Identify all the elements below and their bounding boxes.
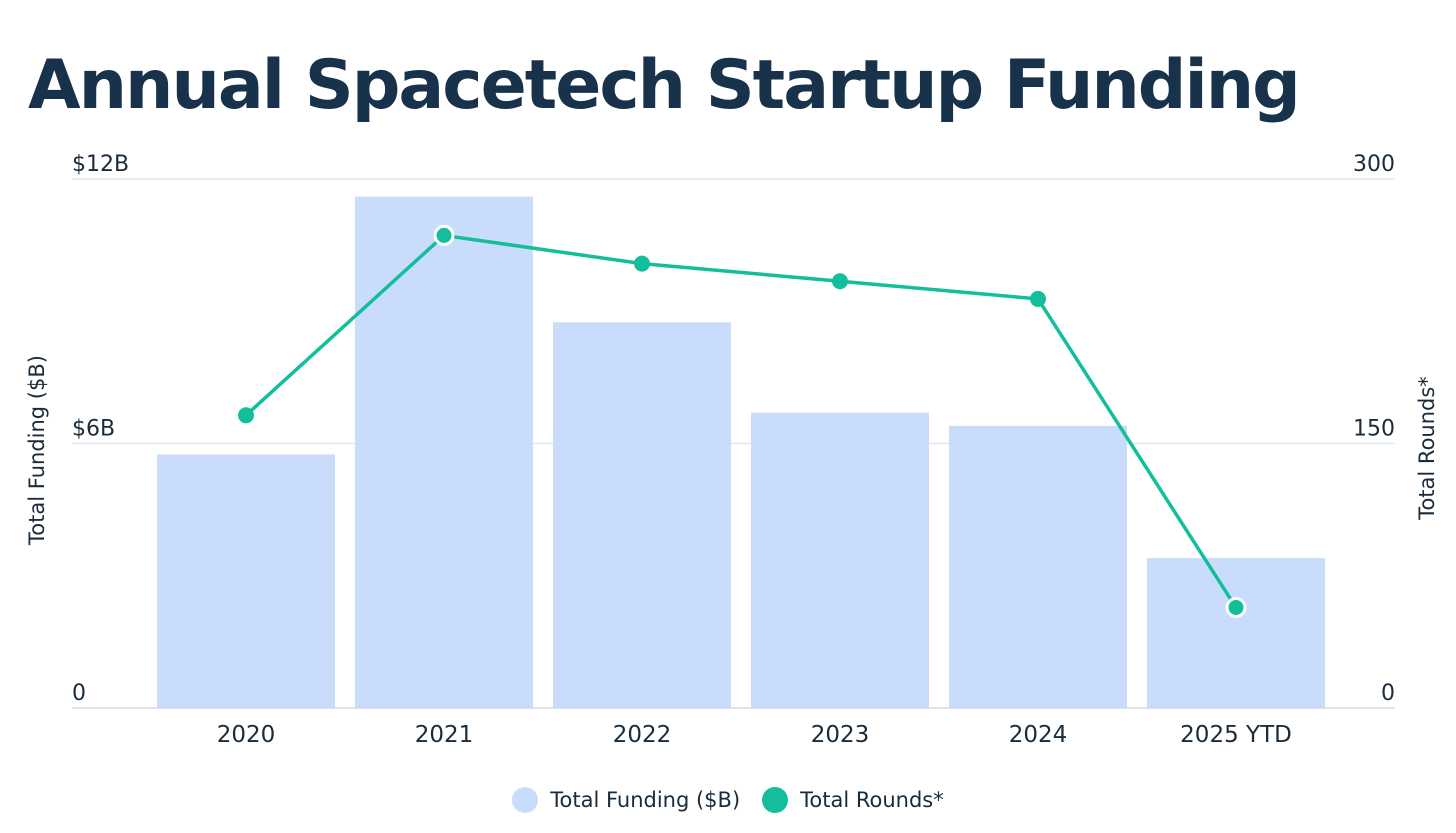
rounds-line — [238, 224, 1247, 618]
right-tick-label: 150 — [1353, 417, 1395, 442]
bar-2022 — [553, 322, 731, 708]
rounds-point-2021 — [433, 224, 455, 246]
category-label: 2021 — [415, 722, 474, 748]
left-tick-label: $6B — [72, 417, 115, 442]
rounds-point-2025-ytd — [1225, 596, 1247, 618]
left-axis-title: Total Funding ($B) — [25, 355, 49, 546]
rounds-point-2023 — [832, 273, 848, 290]
left-tick-label: 0 — [72, 681, 86, 706]
legend-label-funding: Total Funding ($B) — [550, 788, 741, 812]
funding-bars — [157, 196, 1325, 708]
rounds-point-2022 — [634, 255, 650, 272]
category-label: 2024 — [1009, 722, 1068, 748]
category-labels: 2020 2021 2022 2023 2024 2025 YTD — [217, 722, 1292, 748]
right-tick-label: 300 — [1353, 152, 1395, 177]
bar-2024 — [949, 425, 1127, 708]
legend-item-rounds[interactable]: Total Rounds* — [762, 787, 944, 813]
category-label: 2023 — [811, 722, 870, 748]
legend-label-rounds: Total Rounds* — [800, 788, 944, 812]
right-tick-label: 0 — [1381, 681, 1395, 706]
rounds-line-path — [244, 233, 1238, 609]
right-axis-ticks: 0 150 300 — [1353, 152, 1395, 706]
chart-title: Annual Spacetech Startup Funding — [28, 46, 1301, 125]
bar-2020 — [157, 454, 335, 708]
rounds-point-2020 — [238, 407, 254, 424]
legend-bar-swatch-icon — [512, 787, 539, 813]
left-tick-label: $12B — [72, 152, 129, 177]
left-axis-ticks: 0 $6B $12B — [72, 152, 129, 706]
category-label: 2020 — [217, 722, 276, 748]
bar-2023 — [751, 412, 929, 708]
legend-line-swatch-icon — [762, 787, 789, 813]
legend: Total Funding ($B) Total Rounds* — [0, 787, 1456, 813]
legend-item-funding[interactable]: Total Funding ($B) — [512, 787, 740, 813]
right-axis-title: Total Rounds* — [1415, 376, 1439, 521]
rounds-point-2024 — [1030, 290, 1046, 307]
category-label: 2022 — [613, 722, 672, 748]
bar-2021 — [355, 196, 533, 708]
category-label: 2025 YTD — [1180, 722, 1292, 748]
bar-2025-ytd — [1147, 558, 1325, 708]
